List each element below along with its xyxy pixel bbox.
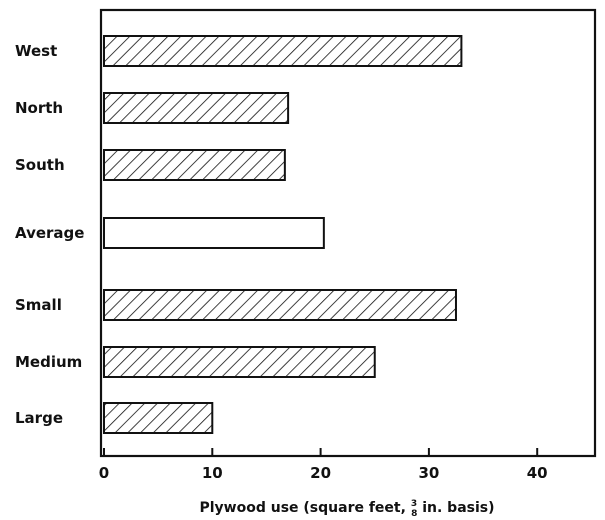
x-axis-label-fraction-numerator: 3: [411, 499, 417, 509]
bar-large: [103, 402, 214, 434]
x-ticks: 0 10 20 30 40: [99, 448, 548, 482]
plot-frame: [99, 8, 597, 458]
x-tick-label-30: 30: [418, 464, 439, 482]
bar-north: [103, 92, 290, 124]
bars-group: [103, 35, 463, 434]
x-axis-label-fraction-denominator: 8: [411, 509, 417, 519]
category-label-average: Average: [15, 224, 84, 242]
category-label-north: North: [15, 99, 63, 117]
category-label-large: Large: [15, 409, 63, 427]
category-label-small: Small: [15, 296, 62, 314]
bar-south: [103, 149, 286, 181]
category-label-south: South: [15, 156, 65, 174]
category-labels: West North South Average Small Medium Large: [15, 42, 84, 427]
bar-small: [103, 289, 457, 321]
category-label-west: West: [15, 42, 57, 60]
x-tick-label-10: 10: [202, 464, 223, 482]
x-tick-label-40: 40: [527, 464, 548, 482]
bar-medium: [103, 346, 376, 378]
bar-average: [103, 217, 325, 249]
x-tick-label-20: 20: [310, 464, 331, 482]
category-label-medium: Medium: [15, 353, 82, 371]
x-tick-label-0: 0: [99, 464, 109, 482]
bar-west: [103, 35, 463, 67]
